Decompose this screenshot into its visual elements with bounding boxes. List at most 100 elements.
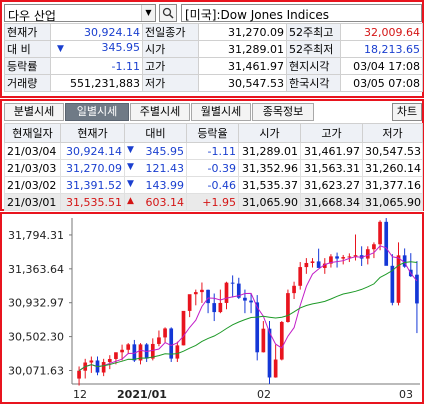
open-price: 31,289.01 (198, 40, 287, 58)
stock-select[interactable]: 다우 산업 ▼ (4, 4, 156, 23)
candle-body (384, 221, 389, 266)
table-row[interactable]: 21/03/01 31,535.51 ▲ 603.14 +1.95 31,065.… (4, 193, 423, 211)
row-change-value: 603.14 (145, 195, 185, 209)
stock-select-value: 다우 산업 (8, 9, 56, 23)
row-price: 31,535.51 (60, 193, 125, 211)
quote-row: 대 비 ▼ 345.95 시가 31,289.01 52주최저 18,213.65 (4, 40, 423, 58)
row-date: 21/03/01 (4, 193, 61, 211)
high-price: 31,461.97 (198, 57, 287, 75)
quote-label: 한국시각 (286, 74, 341, 92)
chart-button[interactable]: 차트 (392, 103, 422, 121)
daily-table: 현재일자 현재가 대비 등락율 시가 고가 저가 21/03/04 30,924… (4, 123, 423, 211)
row-change-value: 345.95 (145, 144, 185, 158)
row-price: 31,391.52 (60, 176, 125, 194)
candle-body (286, 293, 290, 322)
candle-body (89, 360, 94, 363)
candle-body (365, 249, 370, 259)
local-time: 03/04 17:08 (340, 57, 423, 75)
chevron-down-icon[interactable]: ▼ (141, 5, 155, 21)
quote-label: 현지시각 (286, 57, 341, 75)
row-high: 31,623.27 (300, 176, 363, 194)
candle-body (187, 294, 192, 311)
row-open: 31,352.96 (238, 159, 301, 177)
candle-body (378, 221, 382, 245)
search-button[interactable] (159, 4, 177, 22)
up-arrow-icon: ▲ (127, 195, 134, 206)
quote-panel: 다우 산업 ▼ [미국]:Dow Jones Indices 현재가 30,92… (0, 0, 424, 98)
candle-body (101, 362, 106, 373)
candle-body (236, 283, 241, 298)
candle-body (396, 255, 401, 303)
y-tick-label: 30,932.97 (8, 297, 64, 310)
candle-body (341, 257, 346, 259)
candle-body (169, 328, 174, 359)
tab-monthly[interactable]: 월별시세 (191, 103, 251, 121)
row-change-value: 143.99 (145, 178, 185, 192)
row-rate: -0.39 (186, 159, 239, 177)
quote-label: 거래량 (4, 74, 51, 92)
candle-body (243, 297, 247, 301)
daily-panel: 분별시세 일별시세 주별시세 월별시세 종목정보 차트 현재일자 현재가 대비 … (0, 99, 424, 211)
quote-row: 현재가 30,924.14 전일종가 31,270.09 52주최고 32,00… (4, 23, 423, 41)
quote-row: 거래량 551,231,883 저가 30,547.53 한국시각 03/05 … (4, 74, 423, 92)
quote-label: 52주최고 (286, 23, 341, 41)
candle-body (372, 244, 376, 250)
tab-bar: 분별시세 일별시세 주별시세 월별시세 종목정보 차트 (4, 103, 422, 121)
candle-body (390, 265, 395, 303)
candle-body (224, 282, 229, 303)
y-tick-label: 31,794.31 (8, 229, 64, 242)
candle-body (267, 328, 272, 378)
candle-body (279, 321, 284, 360)
column-header: 현재일자 (4, 123, 61, 143)
candle-body (157, 337, 161, 344)
candle-body (292, 285, 296, 294)
candle-body (200, 289, 204, 293)
candle-body (322, 263, 327, 268)
tab-stock-info[interactable]: 종목정보 (252, 103, 314, 121)
candlestick-chart-panel[interactable]: 31,794.31 31,363.64 30,932.97 30,502.30 30,0… (0, 212, 424, 404)
candle-body (193, 292, 198, 295)
week52-low: 18,213.65 (340, 40, 423, 58)
tab-minute[interactable]: 분별시세 (4, 103, 64, 121)
candle-body (138, 344, 143, 361)
table-row[interactable]: 21/03/04 30,924.14 ▼ 345.95 -1.11 31,289.… (4, 142, 423, 160)
candle-body (347, 256, 352, 258)
row-open: 31,535.37 (238, 176, 301, 194)
change-amount: 345.95 (101, 41, 141, 55)
row-low: 30,547.53 (362, 142, 423, 160)
tab-weekly[interactable]: 주별시세 (130, 103, 190, 121)
row-change: ▼ 143.99 (124, 176, 187, 194)
table-row[interactable]: 21/03/03 31,270.09 ▼ 121.43 -0.39 31,352.… (4, 159, 423, 177)
quote-table: 현재가 30,924.14 전일종가 31,270.09 52주최고 32,00… (4, 23, 423, 92)
row-date: 21/03/04 (4, 142, 61, 160)
candle-body (415, 274, 419, 304)
row-low: 31,377.16 (362, 176, 423, 194)
candle-body (163, 328, 167, 338)
row-change: ▼ 121.43 (124, 159, 187, 177)
candle-body (77, 370, 81, 379)
row-rate: +1.95 (186, 193, 239, 211)
row-rate: -1.11 (186, 142, 239, 160)
quote-label: 등락률 (4, 57, 51, 75)
change-rate: -1.11 (50, 57, 143, 75)
row-high: 31,668.34 (300, 193, 363, 211)
candle-body (261, 328, 266, 353)
candlestick-chart[interactable]: 31,794.31 31,363.64 30,932.97 30,502.30 30,0… (2, 214, 422, 402)
column-header: 대비 (124, 123, 187, 143)
x-tick-label: 2021/01 (117, 388, 167, 401)
row-price: 31,270.09 (60, 159, 125, 177)
quote-label: 시가 (142, 40, 199, 58)
candle-body (273, 359, 278, 378)
candle-body (304, 262, 309, 268)
candle-body (310, 261, 315, 263)
tab-daily[interactable]: 일별시세 (65, 103, 129, 121)
korea-time: 03/05 07:08 (340, 74, 423, 92)
table-row[interactable]: 21/03/02 31,391.52 ▼ 143.99 -0.46 31,535.… (4, 176, 423, 194)
candle-body (255, 302, 260, 353)
prev-close: 31,270.09 (198, 23, 287, 41)
y-tick-label: 31,363.64 (8, 263, 64, 276)
candle-body (175, 345, 180, 359)
column-header: 현재가 (60, 123, 125, 143)
column-header: 시가 (238, 123, 301, 143)
candle-body (212, 303, 217, 313)
